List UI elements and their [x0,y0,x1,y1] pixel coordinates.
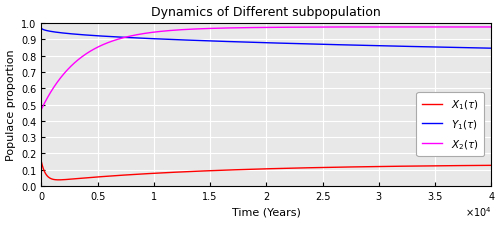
$X_1(\tau)$ [57,179,63,181]
Y-axis label: Populace proportion: Populace proportion [6,50,16,161]
$X_1(\tau)$ [66,178,71,181]
$X_2(\tau)$ [40,104,46,107]
$X_1(\tau)$ [56,179,62,181]
$X_2(\tau)$ [335,27,341,29]
$Y_1(\tau)$ [464,47,470,50]
Title: Dynamics of Different subpopulation: Dynamics of Different subpopulation [152,6,381,18]
$Y_1(\tau)$ [488,48,494,50]
Legend: $X_1(\tau)$, $Y_1(\tau)$, $X_2(\tau)$: $X_1(\tau)$, $Y_1(\tau)$, $X_2(\tau)$ [416,93,484,156]
$X_1(\tau)$ [488,164,494,167]
$Y_1(\tau)$ [40,29,46,32]
$X_2(\tau)$ [66,68,71,71]
$Y_1(\tau)$ [57,32,63,35]
$Y_1(\tau)$ [126,37,132,40]
$X_1(\tau)$ [258,168,264,171]
$X_2(\tau)$ [126,36,132,38]
$X_1(\tau)$ [40,168,46,170]
$X_2(\tau)$ [488,27,494,29]
$X_1(\tau)$ [464,164,470,167]
$Y_1(\tau)$ [258,42,264,45]
Text: $\times10^4$: $\times10^4$ [464,204,491,218]
X-axis label: Time (Years): Time (Years) [232,207,301,217]
Line: $Y_1(\tau)$: $Y_1(\tau)$ [42,29,492,49]
$X_1(\tau)$ [126,174,132,176]
$Y_1(\tau)$ [66,33,71,36]
$X_2(\tau)$ [464,27,470,29]
$X_2(\tau)$ [258,27,264,30]
Line: $X_2(\tau)$: $X_2(\tau)$ [42,28,492,110]
Line: $X_1(\tau)$: $X_1(\tau)$ [42,162,492,180]
$X_1(\tau)$ [38,161,44,163]
$X_2(\tau)$ [38,109,44,111]
$Y_1(\tau)$ [38,27,44,30]
$X_2(\tau)$ [57,78,63,81]
